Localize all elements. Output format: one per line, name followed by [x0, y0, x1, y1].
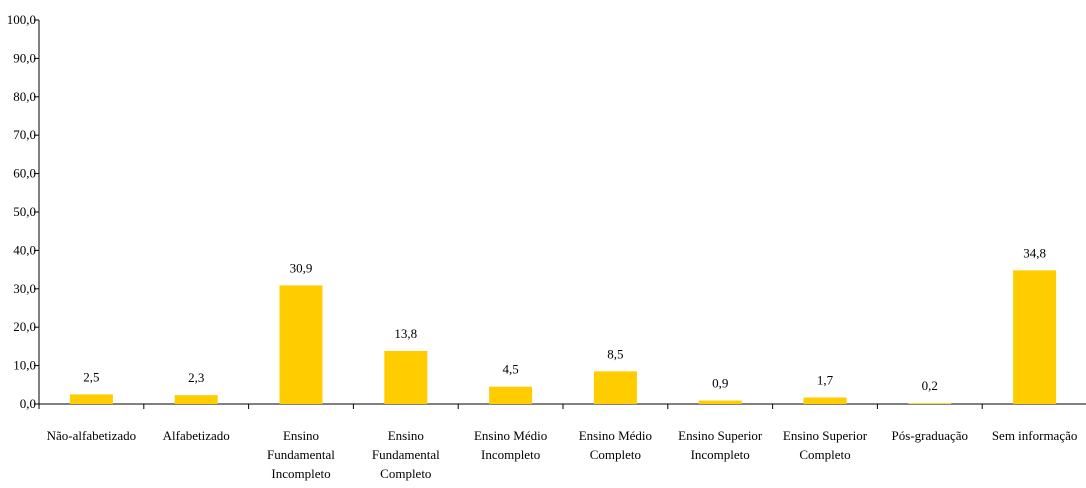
- y-tick-label: 30,0: [13, 281, 36, 296]
- category-label-line: Incompleto: [481, 447, 540, 462]
- data-label: 2,3: [188, 370, 204, 385]
- bar: [70, 394, 113, 404]
- data-label: 8,5: [607, 346, 623, 361]
- category-label-line: Não-alfabetizado: [47, 428, 137, 443]
- bar: [489, 387, 532, 404]
- y-tick-label: 20,0: [13, 319, 36, 334]
- category-label-line: Incompleto: [691, 447, 750, 462]
- category-label-line: Sem informação: [992, 428, 1078, 443]
- category-label-line: Completo: [380, 466, 431, 481]
- data-label: 2,5: [83, 369, 99, 384]
- category-labels: Não-alfabetizado Alfabetizado Ensino Fundam…: [47, 428, 1078, 481]
- y-tick-label: 80,0: [13, 89, 36, 104]
- data-label: 1,7: [817, 372, 834, 387]
- data-label: 4,5: [502, 362, 518, 377]
- x-axis: [39, 404, 1086, 409]
- y-tick-label: 50,0: [13, 204, 36, 219]
- category-label-line: Ensino Médio: [579, 428, 652, 443]
- category-label-line: Ensino: [388, 428, 424, 443]
- bar: [908, 403, 951, 404]
- data-label: 34,8: [1023, 245, 1046, 260]
- data-label: 30,9: [290, 260, 313, 275]
- bar: [699, 401, 742, 404]
- category-label: Alfabetizado: [163, 428, 230, 443]
- category-label-line: Incompleto: [271, 466, 330, 481]
- category-label: Ensino Superior Completo: [783, 428, 868, 462]
- y-tick-label: 10,0: [13, 358, 36, 373]
- y-tick-label: 90,0: [13, 50, 36, 65]
- category-label-line: Alfabetizado: [163, 428, 230, 443]
- data-label: 0,9: [712, 376, 728, 391]
- category-label: Ensino Fundamental Incompleto: [267, 428, 335, 481]
- category-label-line: Ensino Médio: [474, 428, 547, 443]
- bar: [594, 371, 637, 404]
- category-label-line: Completo: [799, 447, 850, 462]
- category-label-line: Ensino: [283, 428, 319, 443]
- y-tick-label: 100,0: [7, 12, 36, 27]
- y-tick-label: 40,0: [13, 242, 36, 257]
- category-label-line: Ensino Superior: [783, 428, 868, 443]
- y-tick-label: 0,0: [20, 396, 36, 411]
- category-label: Ensino Médio Completo: [579, 428, 652, 462]
- y-tick-label: 70,0: [13, 127, 36, 142]
- category-label-line: Ensino Superior: [678, 428, 763, 443]
- category-label: Ensino Fundamental Completo: [372, 428, 440, 481]
- bars: [70, 270, 1056, 404]
- y-tick-label: 60,0: [13, 166, 36, 181]
- data-labels: 2,5 2,3 30,9 13,8 4,5 8,5 0,9 1,7 0,2 34,8: [83, 245, 1046, 393]
- data-label: 0,2: [922, 378, 938, 393]
- bar: [175, 395, 218, 404]
- category-label: Ensino Superior Incompleto: [678, 428, 763, 462]
- bar: [384, 351, 427, 404]
- category-label-line: Fundamental: [372, 447, 440, 462]
- category-label-line: Fundamental: [267, 447, 335, 462]
- bar: [804, 397, 847, 404]
- category-label: Não-alfabetizado: [47, 428, 137, 443]
- category-label-line: Pós-graduação: [892, 428, 969, 443]
- y-axis: 0,0 10,0 20,0 30,0 40,0 50,0 60,0 70,0 80,0 90,0 1…: [7, 12, 39, 411]
- bar: [280, 285, 323, 404]
- category-label: Sem informação: [992, 428, 1078, 443]
- category-label: Pós-graduação: [892, 428, 969, 443]
- bar: [1013, 270, 1056, 404]
- category-label-line: Completo: [590, 447, 641, 462]
- data-label: 13,8: [394, 326, 417, 341]
- category-label: Ensino Médio Incompleto: [474, 428, 547, 462]
